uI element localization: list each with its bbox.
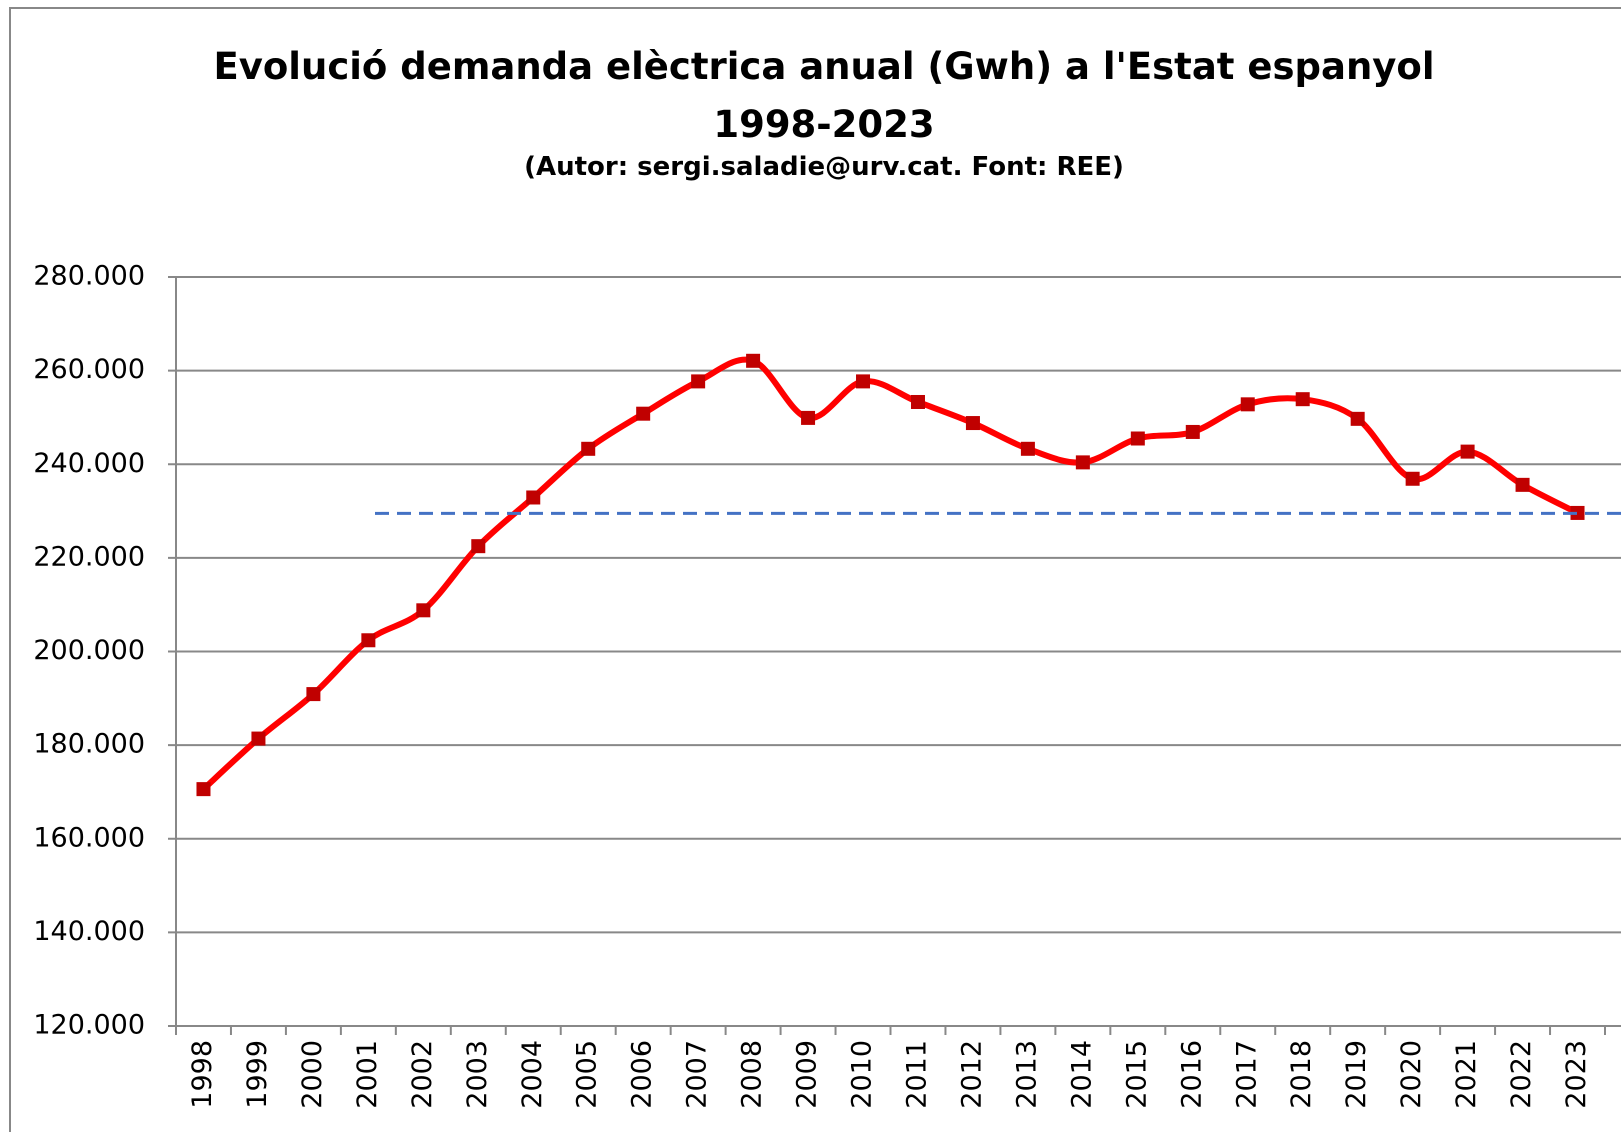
marker — [251, 731, 266, 746]
x-tick-label: 2023 — [1561, 1040, 1592, 1109]
marker — [1350, 411, 1365, 426]
marker — [636, 406, 651, 421]
y-tick-label: 220.000 — [33, 541, 145, 572]
marker — [471, 539, 486, 554]
x-tick-label: 2008 — [737, 1040, 768, 1109]
y-tick-label: 140.000 — [33, 916, 145, 947]
series-line — [201, 356, 1579, 792]
x-tick-label: 2020 — [1396, 1040, 1427, 1109]
x-tick-label: 2004 — [517, 1040, 548, 1109]
marker — [416, 603, 431, 618]
marker — [910, 394, 925, 409]
chart-subtitle: (Autor: sergi.saladie@urv.cat. Font: REE… — [524, 152, 1124, 182]
y-tick-label: 280.000 — [33, 261, 145, 292]
x-tick-label: 2010 — [847, 1040, 878, 1109]
marker — [1295, 392, 1310, 407]
marker — [965, 416, 980, 431]
marker — [526, 490, 541, 505]
marker — [361, 633, 376, 648]
frame — [9, 7, 1621, 1132]
marker — [1130, 431, 1145, 446]
x-tick-label: 2019 — [1341, 1040, 1372, 1109]
x-tick-label: 2022 — [1506, 1040, 1537, 1109]
x-tick-label: 2006 — [627, 1040, 658, 1109]
marker — [746, 353, 761, 368]
x-tick-label: 2000 — [297, 1040, 328, 1109]
marker — [306, 687, 321, 702]
marker — [581, 441, 596, 456]
y-tick-label: 180.000 — [33, 729, 145, 760]
x-tick-label: 1999 — [242, 1040, 273, 1109]
marker — [196, 782, 211, 797]
x-tick-label: 2015 — [1121, 1040, 1152, 1109]
marker — [691, 374, 706, 389]
chart-title: Evolució demanda elèctrica anual (Gwh) a… — [213, 45, 1435, 146]
x-tick-label: 2009 — [792, 1040, 823, 1109]
x-tick-label: 2018 — [1286, 1040, 1317, 1109]
y-tick-label: 240.000 — [33, 448, 145, 479]
y-tick-label: 260.000 — [33, 354, 145, 385]
marker — [1075, 455, 1090, 470]
x-tick-label: 2007 — [682, 1040, 713, 1109]
marker — [1240, 397, 1255, 412]
x-tick-label: 2012 — [956, 1040, 987, 1109]
x-tick-label: 2001 — [352, 1040, 383, 1109]
x-tick-label: 2014 — [1066, 1040, 1097, 1109]
x-tick-label: 2003 — [462, 1040, 493, 1109]
marker — [801, 410, 816, 425]
x-tick-label: 2013 — [1011, 1040, 1042, 1109]
y-tick-label: 160.000 — [33, 822, 145, 853]
y-tick-label: 120.000 — [33, 1010, 145, 1041]
x-tick-label: 2002 — [407, 1040, 438, 1109]
marker — [1460, 444, 1475, 459]
x-tick-label: 2016 — [1176, 1040, 1207, 1109]
marker — [1020, 441, 1035, 456]
x-tick-label: 2021 — [1451, 1040, 1482, 1109]
x-tick-label: 2011 — [901, 1040, 932, 1109]
x-tick-label: 1998 — [187, 1040, 218, 1109]
x-tick-label: 2005 — [572, 1040, 603, 1109]
marker — [1405, 471, 1420, 486]
x-tick-label: 2017 — [1231, 1040, 1262, 1109]
marker — [856, 374, 871, 389]
marker — [1185, 424, 1200, 439]
y-tick-label: 200.000 — [33, 635, 145, 666]
marker — [1515, 477, 1530, 492]
marker — [1570, 505, 1585, 520]
